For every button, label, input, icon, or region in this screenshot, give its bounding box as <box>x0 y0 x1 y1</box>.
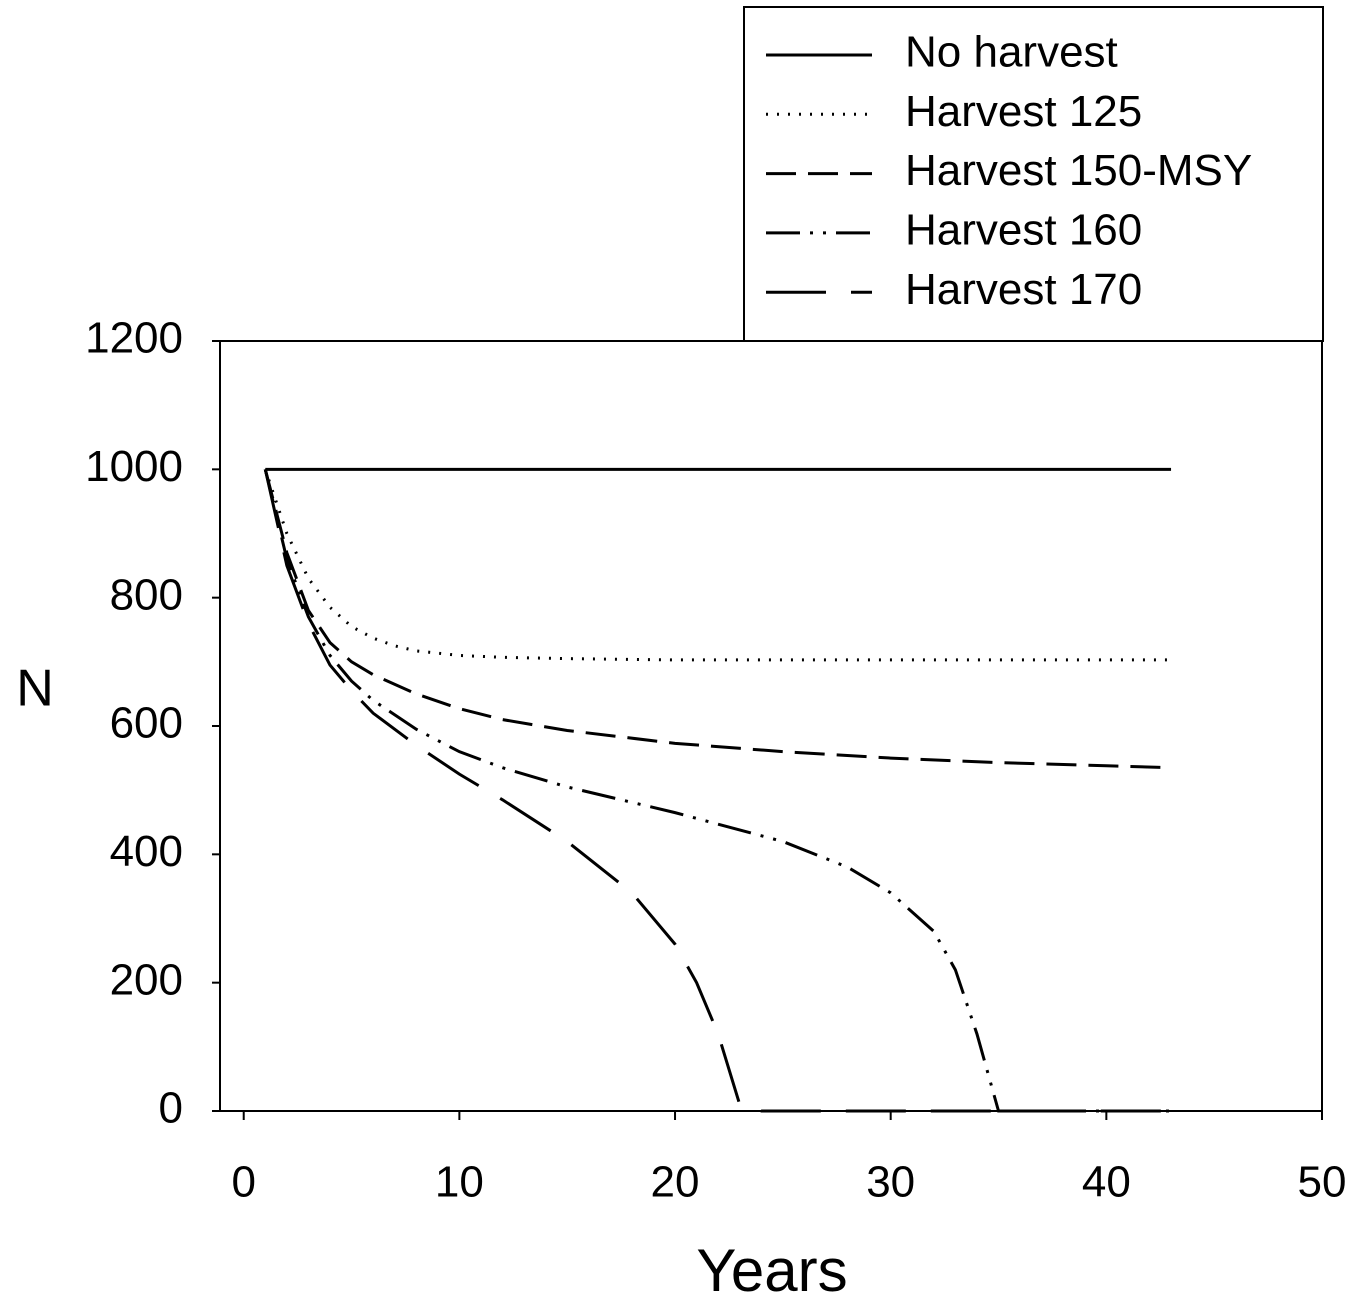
x-tick-label: 40 <box>1082 1158 1131 1207</box>
x-tick-label: 0 <box>231 1158 255 1207</box>
line-series <box>263 468 1172 770</box>
legend-label: Harvest 150-MSY <box>905 146 1252 195</box>
y-axis-title: N <box>16 660 54 718</box>
legend-label: No harvest <box>905 28 1118 77</box>
y-tick-label: 0 <box>159 1084 183 1133</box>
x-tick-label: 10 <box>435 1158 484 1207</box>
line-series <box>263 469 1172 1113</box>
y-tick-label: 1200 <box>85 314 183 363</box>
legend-label: Harvest 125 <box>905 87 1142 136</box>
y-tick-label: 800 <box>110 570 183 619</box>
y-tick-label: 600 <box>110 699 183 748</box>
line-series <box>263 468 1172 1113</box>
y-tick-label: 200 <box>110 955 183 1004</box>
plot-frame <box>219 340 1323 1112</box>
x-axis-title: Years <box>696 1237 847 1304</box>
legend-box <box>743 6 1324 342</box>
legend-label: Harvest 170 <box>905 265 1142 314</box>
x-tick-label: 50 <box>1298 1158 1347 1207</box>
legend-label: Harvest 160 <box>905 206 1142 255</box>
y-tick-label: 1000 <box>85 442 183 491</box>
x-tick-label: 30 <box>866 1158 915 1207</box>
x-tick-label: 20 <box>651 1158 700 1207</box>
y-tick-label: 400 <box>110 827 183 876</box>
line-series <box>263 468 1172 662</box>
